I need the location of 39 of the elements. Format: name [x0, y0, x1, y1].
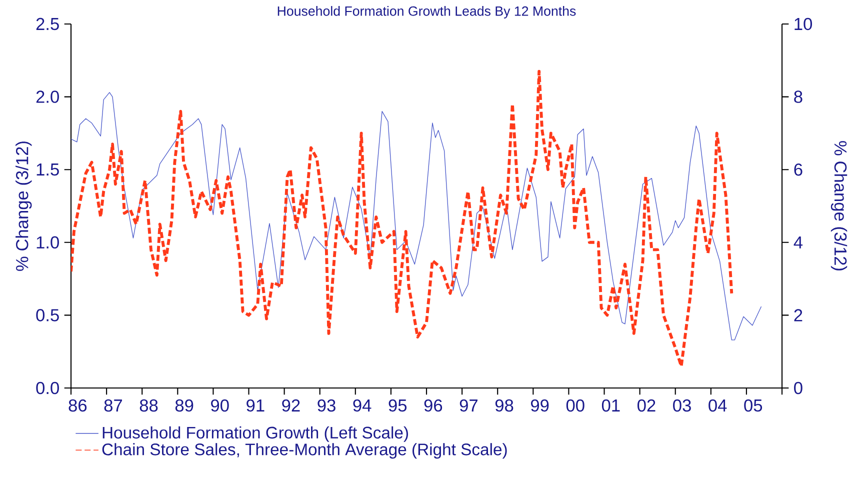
y-tick-label: 1.0 [36, 236, 59, 249]
x-tick-label: 04 [708, 399, 727, 412]
x-tick-label: 97 [460, 399, 478, 412]
x-tick-label: 93 [318, 399, 336, 412]
y2-tick-label: 6 [794, 163, 802, 176]
x-tick-label: 95 [388, 399, 407, 412]
x-tick-label: 02 [638, 399, 656, 412]
y-tick-label: 1.5 [36, 164, 59, 176]
x-tick-label: 00 [566, 399, 584, 412]
line-series [71, 70, 734, 368]
x-tick-label: 05 [744, 399, 762, 412]
y-axis-title: % Change (3/12) [16, 142, 32, 271]
x-tick-label: 92 [282, 399, 300, 412]
y-tick-label: 0.5 [36, 309, 59, 322]
line-series [71, 92, 762, 340]
x-tick-label: 88 [140, 399, 158, 412]
chart-title: Household Formation Growth Leads By 12 Months [278, 6, 576, 18]
y2-tick-label: 0 [794, 382, 802, 394]
x-tick-label: 90 [211, 399, 229, 412]
x-tick-label: 94 [353, 399, 372, 412]
y2-tick-label: 2 [794, 309, 802, 322]
x-tick-label: 89 [175, 399, 194, 412]
x-tick-label: 86 [68, 399, 87, 412]
legend-label: Household Formation Growth (Left Scale) [102, 426, 408, 442]
x-tick-label: 01 [602, 399, 620, 412]
y2-tick-label: 4 [794, 236, 803, 248]
y2-tick-label: 10 [794, 18, 812, 30]
x-tick-label: 87 [104, 399, 122, 412]
legend-label: Chain Store Sales, Three-Month Average (Right Scale) [102, 443, 507, 459]
x-tick-label: 96 [424, 399, 442, 412]
x-tick-label: 98 [495, 399, 514, 412]
y2-axis-title: % Change (3/12) [830, 141, 848, 270]
y-tick-label: 2.0 [36, 90, 59, 103]
x-tick-label: 91 [246, 399, 264, 412]
x-tick-label: 03 [673, 399, 691, 412]
y-tick-label: 2.5 [36, 18, 59, 30]
x-tick-label: 99 [531, 399, 549, 412]
y-tick-label: 0.0 [36, 382, 59, 394]
y2-tick-label: 8 [794, 90, 802, 103]
